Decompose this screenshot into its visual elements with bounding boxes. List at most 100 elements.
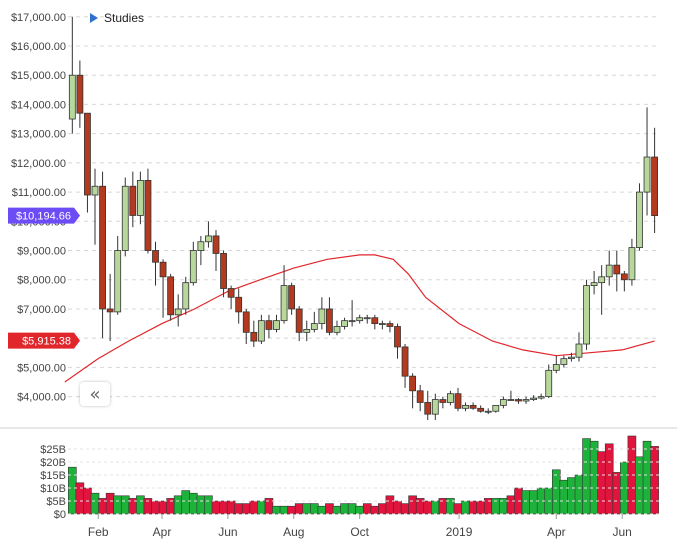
volume-bar — [423, 500, 433, 515]
grid-lines — [0, 16, 677, 429]
volume-bar — [287, 505, 296, 515]
volume-bar — [347, 503, 357, 515]
volume-tick-label: $10B — [40, 483, 66, 495]
candle-body — [583, 285, 590, 345]
candle-body — [129, 185, 137, 216]
candle-body — [386, 323, 394, 327]
volume-bar — [173, 495, 183, 515]
volume-bar — [453, 503, 463, 515]
volume-bars — [68, 435, 659, 515]
volume-bar — [196, 495, 206, 515]
volume-bar — [642, 440, 652, 515]
volume-bar — [589, 440, 599, 515]
studies-label: Studies — [104, 11, 145, 25]
volume-bar — [393, 500, 402, 515]
candle-body — [84, 112, 91, 196]
candle-body — [326, 308, 333, 333]
price-tick-label: $11,000.00 — [12, 187, 66, 199]
volume-bar — [506, 495, 516, 515]
price-tick-label: $8,000.00 — [17, 275, 66, 287]
volume-bar — [385, 495, 395, 515]
candle-body — [522, 399, 530, 402]
price-tick-label: $12,000.00 — [11, 158, 66, 170]
volume-bar — [189, 492, 198, 515]
current-price-label: $10,194.66 — [16, 211, 71, 223]
volume-bar — [120, 495, 130, 515]
candle-body — [295, 308, 303, 333]
candle-body — [144, 179, 152, 251]
candle-body — [462, 404, 469, 409]
candle-body — [310, 323, 318, 330]
moving-average-badge-bg — [8, 332, 80, 349]
volume-tick-label: $5B — [46, 496, 66, 508]
time-tick-label: Aug — [283, 525, 304, 539]
candle-body — [303, 329, 311, 333]
volume-bar — [257, 500, 266, 515]
candle-body — [651, 156, 658, 217]
candle-body — [545, 369, 553, 398]
candle-body — [136, 179, 144, 216]
candle-body — [235, 296, 243, 313]
candle-body — [590, 282, 598, 286]
studies-button[interactable]: Studies — [90, 9, 144, 27]
candle-body — [530, 397, 538, 400]
volume-bar — [113, 495, 122, 515]
candle-body — [91, 185, 99, 196]
time-tick-label: Oct — [350, 525, 369, 539]
play-triangle-icon — [90, 13, 98, 23]
candle-body — [394, 326, 401, 348]
volume-bar — [529, 490, 538, 515]
candle-body — [189, 250, 197, 284]
candle-body — [318, 308, 326, 324]
volume-bar — [521, 490, 531, 515]
time-tick-label: Jun — [613, 525, 632, 539]
collapse-axis-button[interactable]: « — [80, 382, 110, 406]
candlesticks — [68, 16, 658, 420]
volume-bar — [302, 503, 312, 515]
candle-body — [68, 74, 76, 120]
candle-body — [167, 276, 175, 316]
candle-body — [469, 404, 477, 409]
price-tick-label: $4,000.00 — [17, 392, 66, 404]
volume-tick-label: $20B — [40, 457, 66, 469]
time-tick-label: Jun — [218, 525, 237, 539]
volume-bar — [105, 492, 115, 515]
volume-bar — [204, 495, 213, 515]
candle-body — [280, 285, 288, 322]
volume-bar — [612, 472, 622, 515]
price-tick-label: $17,000.00 — [11, 12, 66, 24]
volume-tick-label: $0 — [54, 509, 66, 521]
volume-bar — [317, 505, 327, 515]
price-tick-label: $7,000.00 — [17, 304, 66, 316]
moving-average-label: $5,915.38 — [22, 336, 71, 348]
volume-axis: $0$5B$10B$15B$20B$25B — [40, 444, 660, 521]
volume-bar — [567, 477, 576, 515]
volume-bar — [241, 503, 251, 515]
candle-body — [220, 253, 227, 289]
volume-bar — [650, 446, 659, 515]
candle-body — [250, 331, 258, 342]
volume-bar — [574, 474, 584, 515]
candle-body — [333, 326, 341, 333]
candle-body — [507, 399, 515, 401]
price-badges: $10,194.66 $5,915.38 — [8, 207, 80, 349]
volume-bar — [551, 469, 561, 515]
volume-bar — [476, 500, 485, 515]
candle-body — [76, 74, 84, 114]
volume-bar — [181, 490, 191, 515]
candle-body — [114, 250, 122, 313]
time-tick-label: 2019 — [446, 525, 473, 539]
volume-bar — [408, 495, 417, 515]
candle-body — [537, 396, 545, 399]
volume-bar — [272, 505, 281, 515]
volume-bar — [249, 500, 259, 515]
candle-body — [212, 235, 220, 254]
candle-body — [552, 364, 560, 371]
candle-body — [636, 191, 643, 249]
time-tick-label: Feb — [88, 525, 109, 539]
candle-body — [439, 399, 447, 403]
volume-bar — [226, 500, 236, 515]
candle-body — [447, 393, 454, 403]
current-price-badge-bg — [8, 207, 80, 224]
volume-bar — [378, 503, 387, 515]
